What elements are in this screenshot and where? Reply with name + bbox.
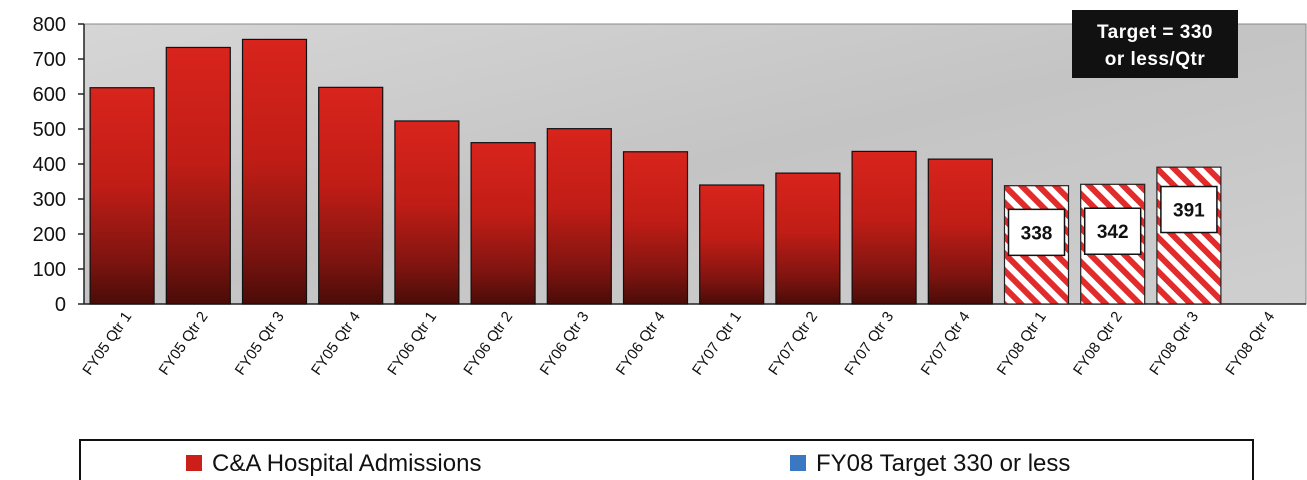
y-tick-label: 0	[55, 294, 66, 316]
x-tick-label: FY05 Qtr 2	[156, 309, 212, 379]
y-tick-label: 400	[33, 154, 66, 176]
target-annotation: Target = 330 or less/Qtr	[1072, 10, 1238, 78]
legend-swatch-admissions	[186, 455, 202, 471]
y-tick-label: 800	[33, 14, 66, 36]
x-tick-label: FY05 Qtr 4	[308, 309, 364, 379]
bar-admissions	[165, 46, 231, 305]
bar-admissions	[89, 87, 155, 305]
x-tick-label: FY08 Qtr 4	[1222, 309, 1278, 379]
x-tick-label: FY07 Qtr 4	[918, 309, 974, 379]
bar-series	[89, 38, 1222, 305]
y-tick-label: 600	[33, 84, 66, 106]
legend-label-target: FY08 Target 330 or less	[816, 450, 1070, 477]
data-label: 338	[1021, 223, 1053, 244]
data-label-box	[1160, 185, 1218, 234]
target-annotation-line1: Target = 330	[1097, 22, 1213, 43]
y-tick-label: 200	[33, 224, 66, 246]
x-tick-label: FY06 Qtr 4	[613, 309, 669, 379]
x-tick-label: FY07 Qtr 3	[841, 309, 897, 379]
bar-admissions	[927, 158, 993, 305]
bar-admissions	[851, 150, 917, 305]
x-tick-label: FY08 Qtr 1	[994, 309, 1050, 379]
x-tick-label: FY06 Qtr 1	[384, 309, 440, 379]
data-label: 391	[1173, 201, 1205, 222]
legend: C&A Hospital Admissions FY08 Target 330 …	[79, 439, 1254, 480]
data-label: 342	[1097, 222, 1129, 243]
y-tick-label: 500	[33, 119, 66, 141]
legend-swatch-target	[790, 455, 806, 471]
x-tick-label: FY07 Qtr 1	[689, 309, 745, 379]
x-tick-label: FY05 Qtr 1	[79, 309, 135, 379]
data-label-box	[1007, 208, 1066, 257]
bar-admissions	[622, 151, 689, 305]
bar-admissions	[699, 184, 765, 305]
x-tick-label: FY06 Qtr 3	[537, 309, 593, 379]
y-tick-label: 100	[33, 259, 66, 281]
bar-admissions	[775, 172, 841, 305]
x-tick-label: FY08 Qtr 2	[1070, 309, 1126, 379]
target-annotation-box	[1072, 10, 1238, 78]
y-axis-ticks: 0 100 200 300 400 500 600 700 800	[33, 14, 84, 316]
data-labels: 338 342 391	[1007, 185, 1218, 257]
bar-admissions	[470, 142, 536, 305]
bar-admissions	[241, 38, 308, 305]
x-tick-label: FY07 Qtr 2	[765, 309, 821, 379]
data-label-box	[1083, 207, 1142, 255]
legend-label-admissions: C&A Hospital Admissions	[212, 450, 481, 477]
target-annotation-line2: or less/Qtr	[1105, 49, 1206, 70]
bar-admissions	[394, 120, 460, 305]
y-tick-label: 300	[33, 189, 66, 211]
bar-admissions	[546, 128, 612, 305]
x-tick-label: FY05 Qtr 3	[232, 309, 288, 379]
bar-admissions	[318, 86, 384, 305]
legend-box	[79, 439, 1254, 480]
x-tick-label: FY08 Qtr 3	[1146, 309, 1202, 379]
x-tick-label: FY06 Qtr 2	[460, 309, 516, 379]
y-tick-label: 700	[33, 49, 66, 71]
x-axis-ticks: FY05 Qtr 1 FY05 Qtr 2 FY05 Qtr 3 FY05 Qtr 4…	[79, 309, 1278, 379]
